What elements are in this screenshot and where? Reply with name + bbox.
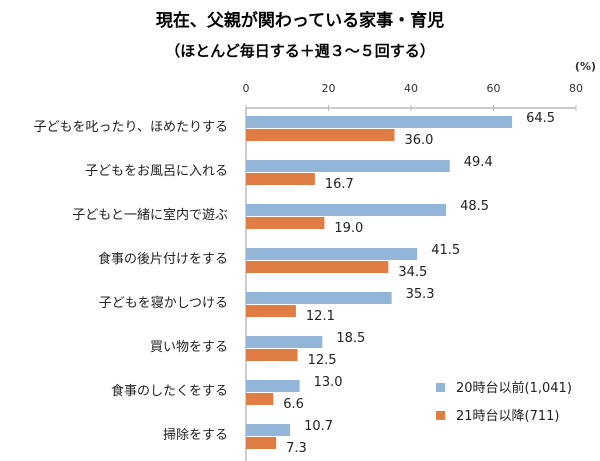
category-label: 子どもと一緒に室内で遊ぶ — [72, 207, 228, 223]
bar-series-1 — [246, 248, 418, 260]
bar-series-1 — [246, 204, 447, 216]
data-label-series-2: 16.7 — [325, 177, 354, 192]
bar-series-2 — [246, 217, 325, 229]
data-label-series-1: 10.7 — [304, 419, 333, 434]
category-label: 子どもを寝かしつける — [99, 295, 228, 311]
legend-label-1: 20時台以前(1,041) — [456, 380, 572, 396]
bar-series-2 — [246, 393, 274, 405]
legend-label-2: 21時台以降(711) — [456, 409, 560, 424]
data-label-series-1: 64.5 — [526, 111, 555, 126]
unit-label: (%) — [575, 60, 596, 73]
category-label: 食事のしたくをする — [111, 383, 228, 399]
data-label-series-2: 36.0 — [405, 133, 434, 148]
x-tick-label: 40 — [404, 82, 418, 95]
chart-subtitle: （ほとんど毎日する＋週３～５回する） — [165, 42, 435, 60]
category-label: 子どもをお風呂に入れる — [85, 164, 228, 179]
data-label-series-2: 19.0 — [334, 221, 363, 236]
bar-series-1 — [246, 380, 300, 392]
legend-swatch-1 — [436, 383, 445, 392]
data-label-series-2: 34.5 — [398, 265, 427, 280]
bar-series-1 — [246, 424, 291, 436]
bar-series-2 — [246, 437, 277, 449]
data-label-series-2: 12.1 — [306, 309, 335, 324]
data-label-series-1: 35.3 — [406, 287, 435, 302]
bar-series-2 — [246, 129, 395, 141]
bar-series-1 — [246, 336, 323, 348]
data-label-series-2: 6.6 — [283, 397, 304, 412]
data-label-series-2: 7.3 — [286, 441, 307, 456]
x-tick-label: 80 — [569, 82, 583, 95]
data-label-series-1: 18.5 — [336, 331, 365, 346]
x-tick-label: 20 — [322, 82, 336, 95]
category-label: 子どもを叱ったり、ほめたりする — [34, 120, 228, 135]
bar-series-2 — [246, 261, 389, 273]
data-label-series-1: 13.0 — [314, 375, 343, 390]
bar-series-2 — [246, 349, 298, 361]
data-label-series-1: 49.4 — [464, 155, 493, 170]
bar-series-1 — [246, 116, 513, 128]
category-label: 食事の後片付けをする — [98, 251, 228, 267]
bar-series-1 — [246, 160, 450, 172]
bar-series-2 — [246, 305, 296, 317]
chart-title: 現在、父親が関わっている家事・育児 — [156, 10, 444, 31]
data-label-series-2: 12.5 — [308, 353, 337, 368]
bar-series-2 — [246, 173, 315, 185]
bar-series-1 — [246, 292, 392, 304]
category-label: 掃除をする — [163, 427, 228, 443]
legend-swatch-2 — [436, 411, 445, 420]
x-tick-label: 60 — [487, 82, 501, 95]
x-tick-label: 0 — [243, 82, 250, 95]
data-label-series-1: 48.5 — [460, 199, 489, 214]
data-label-series-1: 41.5 — [431, 243, 460, 258]
category-label: 買い物をする — [150, 340, 228, 355]
